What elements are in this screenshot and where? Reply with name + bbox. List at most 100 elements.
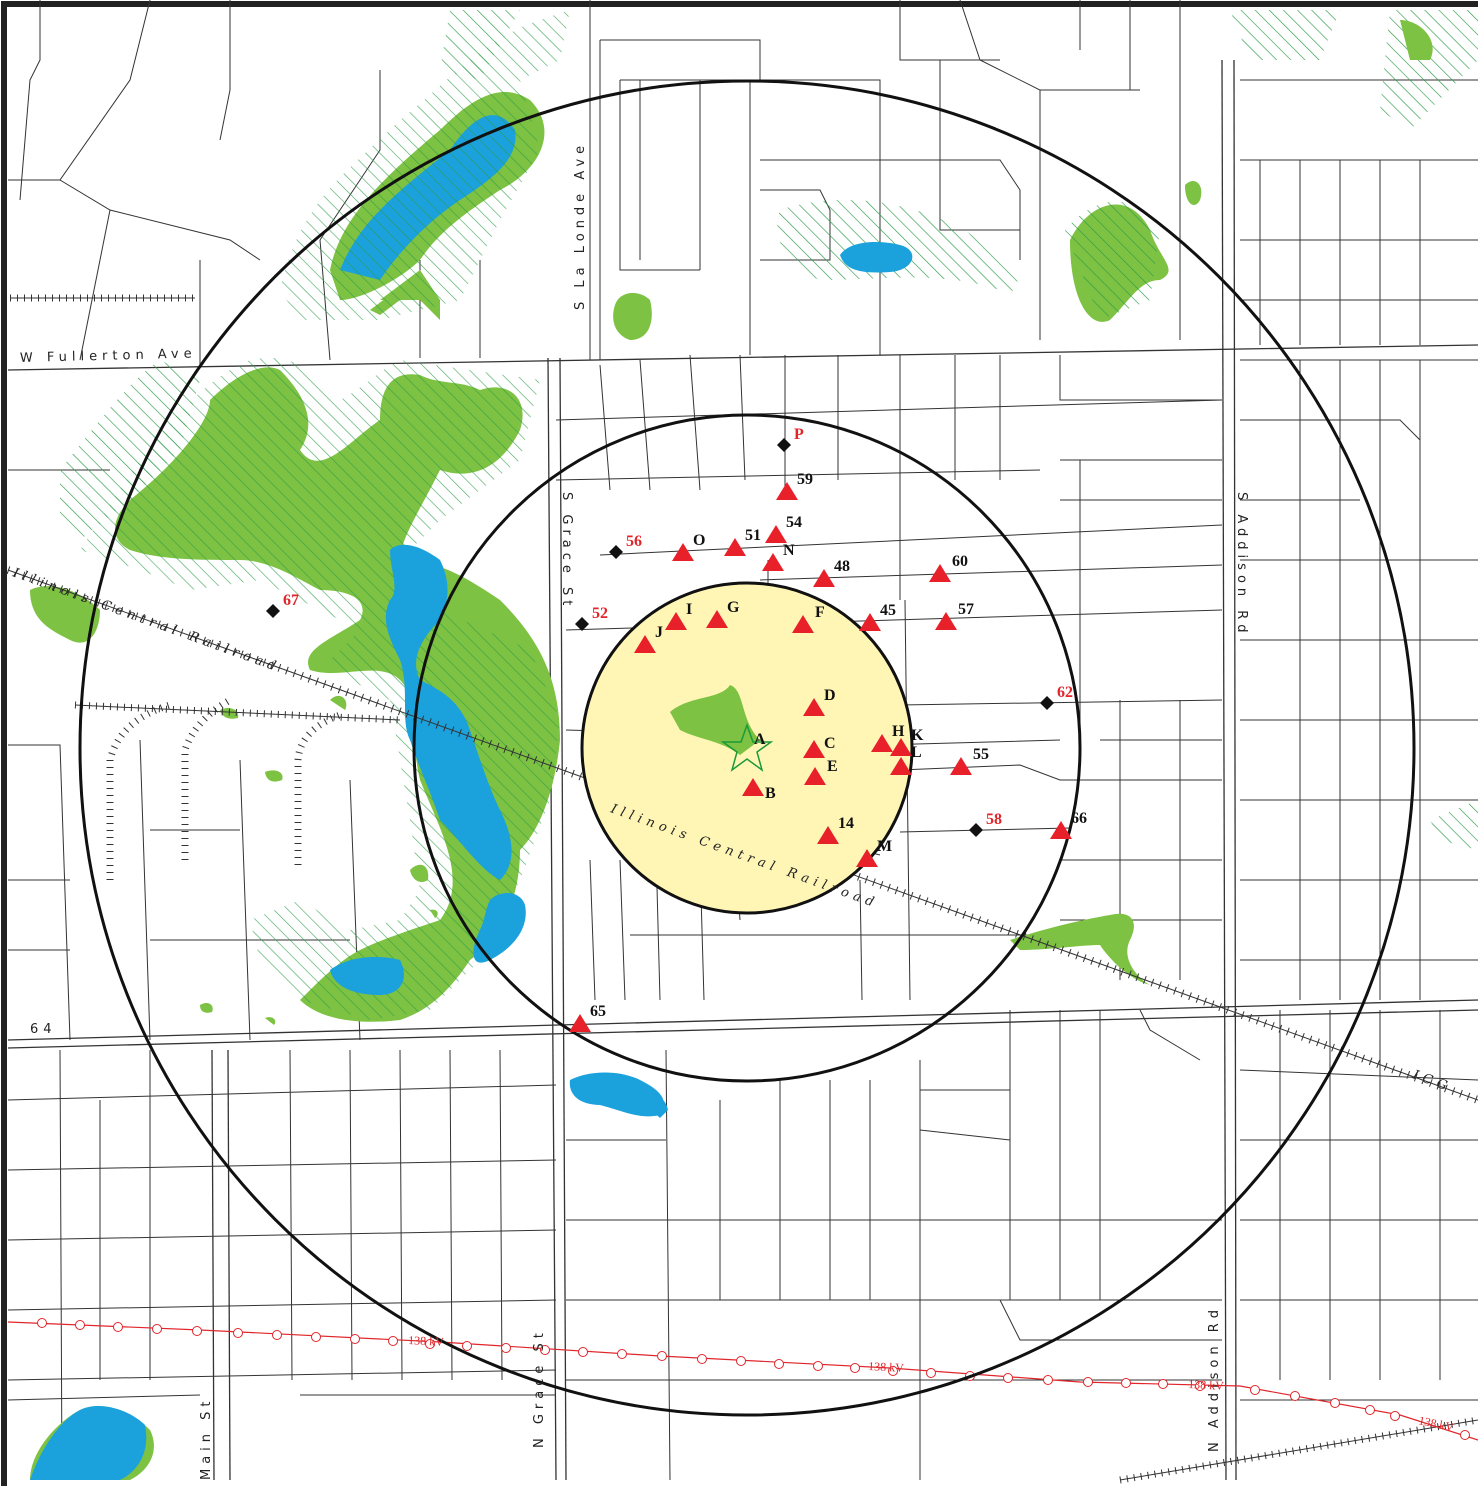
power-pole-icon — [311, 1332, 321, 1342]
power-pole-icon — [152, 1324, 162, 1334]
street-label-n-addison: N Addison Rd — [1207, 1305, 1222, 1452]
point-label: 65 — [590, 1003, 606, 1020]
power-pole-icon — [1390, 1411, 1400, 1421]
street-label-s-addison: S Addison Rd — [1234, 492, 1249, 638]
point-label: 45 — [880, 602, 896, 619]
triangle-marker-icon — [1050, 821, 1072, 839]
triangle-marker-icon — [803, 698, 825, 716]
triangle-marker-icon — [856, 849, 878, 867]
point-label: 56 — [626, 533, 642, 550]
diamond-marker-icon — [969, 823, 983, 837]
triangle-marker-icon — [762, 553, 784, 571]
street-label-s-grace: S Grace St — [559, 492, 574, 610]
triangle-marker-icon — [803, 740, 825, 758]
point-label: F — [815, 604, 825, 621]
point-label: M — [877, 838, 892, 855]
triangle-marker-icon — [871, 734, 893, 752]
triangle-marker-icon — [935, 612, 957, 630]
middle-ring — [412, 413, 1082, 1083]
outer-ring — [78, 79, 1416, 1417]
power-pole-icon — [350, 1334, 360, 1344]
power-pole-icon — [425, 1339, 435, 1349]
triangle-marker-icon — [792, 615, 814, 633]
triangle-marker-icon — [859, 613, 881, 631]
point-label: K — [911, 727, 924, 744]
power-pole-icon — [75, 1320, 85, 1330]
power-pole-icon — [388, 1336, 398, 1346]
triangle-marker-icon — [890, 757, 912, 775]
triangle-marker-icon — [634, 635, 656, 653]
triangle-marker-icon — [742, 778, 764, 796]
power-pole-icon — [850, 1363, 860, 1373]
point-label: 67 — [283, 592, 299, 609]
triangle-marker-icon — [950, 757, 972, 775]
diamond-marker-icon — [266, 604, 280, 618]
point-label: 14 — [838, 815, 854, 832]
point-label: 55 — [973, 746, 989, 763]
power-line-label: 138 kV — [408, 1333, 445, 1349]
triangle-marker-icon — [665, 612, 687, 630]
triangle-marker-icon — [569, 1014, 591, 1032]
point-label: N — [783, 542, 795, 559]
point-label: I — [686, 601, 692, 618]
power-pole-icon — [113, 1322, 123, 1332]
power-pole-icon — [1083, 1377, 1093, 1387]
power-pole-icon — [1460, 1430, 1470, 1440]
power-pole-icon — [1250, 1385, 1260, 1395]
power-pole-icon — [501, 1343, 511, 1353]
power-pole-icon — [540, 1345, 550, 1355]
diamond-marker-icon — [609, 545, 623, 559]
power-pole-icon — [1195, 1381, 1205, 1391]
diamond-marker-icon — [777, 438, 791, 452]
power-pole-icon — [1121, 1378, 1131, 1388]
point-label: 52 — [592, 605, 608, 622]
power-pole-icon — [736, 1356, 746, 1366]
triangle-marker-icon — [929, 564, 951, 582]
street-label-la-londe: S La Londe Ave — [573, 141, 588, 310]
power-pole-icon — [192, 1326, 202, 1336]
power-pole-icon — [1365, 1405, 1375, 1415]
triangle-marker-icon — [813, 569, 835, 587]
power-pole-icon — [1290, 1391, 1300, 1401]
point-label: 54 — [786, 514, 802, 531]
point-label: P — [794, 426, 804, 443]
point-label: H — [892, 723, 905, 740]
point-label: 58 — [986, 811, 1002, 828]
diamond-marker-icon — [1040, 696, 1054, 710]
street-label-main: Main St — [199, 1396, 214, 1480]
triangle-marker-icon — [765, 525, 787, 543]
point-label: 66 — [1071, 810, 1087, 827]
street-label-route-64: 64 — [30, 1022, 57, 1037]
site-marker: A — [720, 722, 774, 772]
power-pole-icon — [272, 1330, 282, 1340]
point-label: D — [824, 687, 836, 704]
point-label: O — [693, 532, 705, 549]
triangle-marker-icon — [817, 826, 839, 844]
power-pole-icon — [657, 1351, 667, 1361]
triangle-marker-icon — [672, 543, 694, 561]
power-line — [7, 1318, 1478, 1441]
point-label: 62 — [1057, 684, 1073, 701]
power-pole-icon — [1003, 1373, 1013, 1383]
triangle-marker-icon — [724, 538, 746, 556]
point-label: 57 — [958, 601, 974, 618]
power-pole-icon — [462, 1341, 472, 1351]
point-label: B — [765, 785, 776, 802]
point-label: E — [827, 758, 838, 775]
power-pole-icon — [1043, 1375, 1053, 1385]
power-pole-icon — [37, 1318, 47, 1328]
site-label: A — [754, 731, 766, 748]
point-label: 48 — [834, 558, 850, 575]
point-label: J — [655, 624, 663, 641]
power-line-label: 138 kV — [1188, 1377, 1225, 1393]
power-pole-icon — [578, 1347, 588, 1357]
diamond-marker-icon — [575, 617, 589, 631]
point-label: L — [911, 744, 922, 761]
point-label: 51 — [745, 527, 761, 544]
power-line-labels: 138 kV 138 kV 138 kV 138 kV — [408, 1333, 1456, 1434]
street-label-fullerton: W Fullerton Ave — [20, 346, 197, 366]
point-label: 60 — [952, 553, 968, 570]
point-label: C — [824, 735, 836, 752]
triangle-marker-icon — [890, 738, 912, 756]
